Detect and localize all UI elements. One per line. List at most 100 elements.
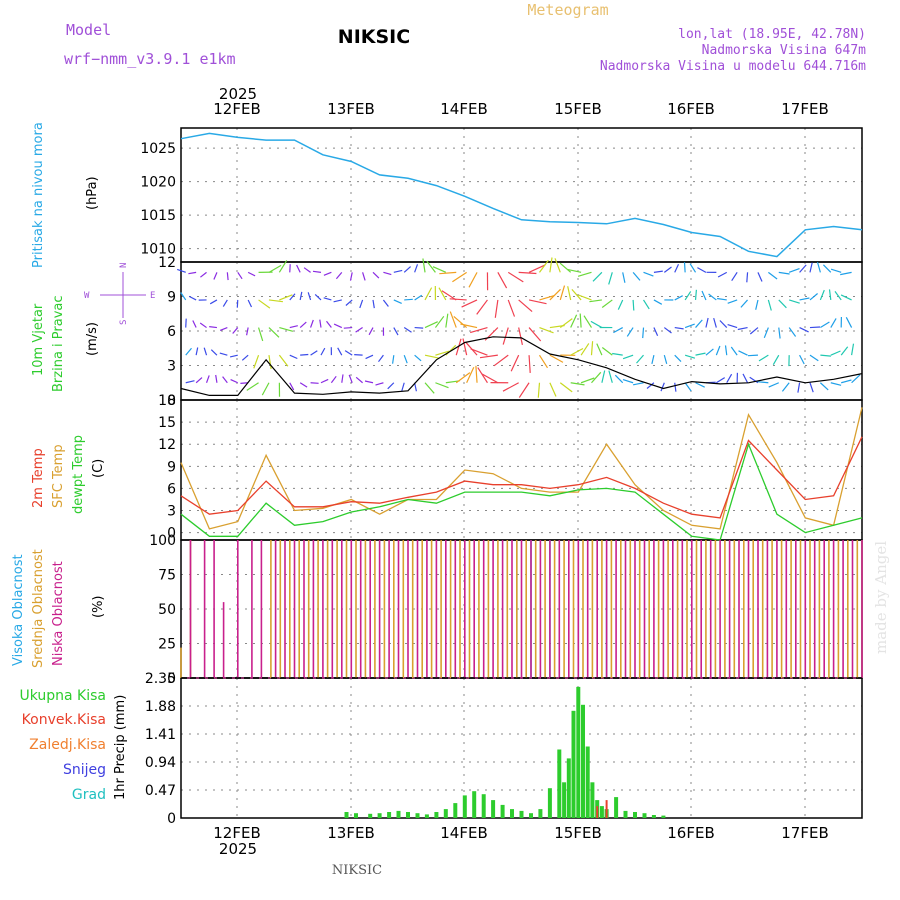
wind-arrow [355,376,363,384]
wind-arrow [840,271,852,276]
wind-arrow [368,327,374,336]
wind-arrow [778,299,787,309]
x-tick-label-bottom: 14FEB [440,824,487,842]
wind-arrow [195,377,203,384]
wind-arrow [830,382,842,386]
wind-arrow [441,290,457,301]
wind-arrow [497,272,508,289]
wind-arrow [674,295,683,301]
wind-arrow [439,271,457,275]
wind-arrow [830,350,841,356]
precip-bar [599,806,604,818]
x-tick-label-top: 12FEB [213,100,260,118]
wind-arrow [580,377,595,384]
wind-arrow [632,382,644,386]
compass-w: W [84,291,90,301]
wind-arrow [724,345,728,356]
wind-arrow [375,382,384,386]
wind-arrow [799,354,805,365]
wind-arrow [349,272,353,281]
wind-arrow [364,380,374,384]
year-top: 2025 [219,85,257,103]
wind-arrow [549,288,561,301]
wind-arrow [622,379,634,384]
wind-arrow [554,258,561,273]
wind-arrow [820,354,831,357]
wind-arrow [310,382,319,384]
wind-arrow [289,325,298,329]
precip-bar [651,815,656,818]
y-tick-label: 1010 [140,242,176,258]
wind-arrow [455,372,471,384]
wind-arrow [268,264,282,273]
wind-arrow [559,262,572,273]
wind-arrow [731,272,738,282]
wind-arrow [229,354,238,358]
precip-bar [434,812,439,818]
wind-arrow [559,382,573,393]
wind-arrow [684,323,695,329]
wind-arrow [199,322,207,329]
wind-arrow [247,299,253,308]
y-tick-label: 1.41 [145,727,176,743]
wind-arrow [414,264,419,273]
wind-arrow [695,319,703,328]
wind-arrow [727,324,738,329]
wind-arrow [462,338,468,356]
plot-area: 1010101510201025036912036912151802550751… [140,100,863,842]
wind-arrow [653,270,663,273]
y-tick-label: 1.88 [145,699,176,715]
wind-arrow [713,317,717,328]
wind-arrow [246,382,259,391]
precip-bar [368,813,373,818]
wind-arrow [247,271,256,277]
wind-arrow [299,382,308,388]
y-tick-label: 0.94 [145,755,176,771]
wind-arrow [502,327,509,345]
wind-arrow [596,343,603,356]
wind-arrow [708,293,717,301]
temp-label-3: dewpt Temp [71,435,86,514]
wind-arrow [333,299,342,303]
wind-arrow [268,299,283,303]
precip-bar [354,813,358,818]
wind-arrow [355,327,363,333]
wind-arrow [579,313,582,328]
panel-frame [180,399,863,541]
meteogram-title: Meteogram [527,1,608,19]
precip-bar [406,812,410,818]
y-tick-label: 25 [158,637,176,653]
wind-arrow [312,270,322,273]
wind-arrow [851,343,855,356]
wind-arrow [819,289,825,301]
precip-bar [614,797,619,818]
temp2m-line [180,436,863,519]
wind-arrow [622,354,634,360]
wind-arrow [651,355,655,365]
wind-arrow [763,327,769,339]
wind-arrow [694,289,697,301]
wind-arrow [424,287,433,301]
wind-arrow [434,315,445,328]
wind-arrow [840,346,849,356]
watermark: made by Angel [872,541,890,654]
wind-arrow [378,354,384,363]
wind-arrow [591,371,602,384]
wind-arrow [372,271,380,279]
wind-arrow [241,354,249,361]
wind-arrow [215,374,218,383]
wind-arrow [326,320,332,328]
precip-bar [481,794,486,818]
precip-bar [571,710,576,818]
precip-bar [642,813,647,818]
wind-arrow [788,299,800,304]
wind-arrow [570,382,585,386]
wind-arrow [617,299,624,310]
wind-arrow [237,272,243,280]
precip-bar [566,758,571,818]
wind-speed-line [180,336,863,396]
wind-arrow [453,315,468,329]
wind-arrow [549,354,564,363]
wind-arrow [518,271,537,275]
wind-arrow [689,263,697,273]
